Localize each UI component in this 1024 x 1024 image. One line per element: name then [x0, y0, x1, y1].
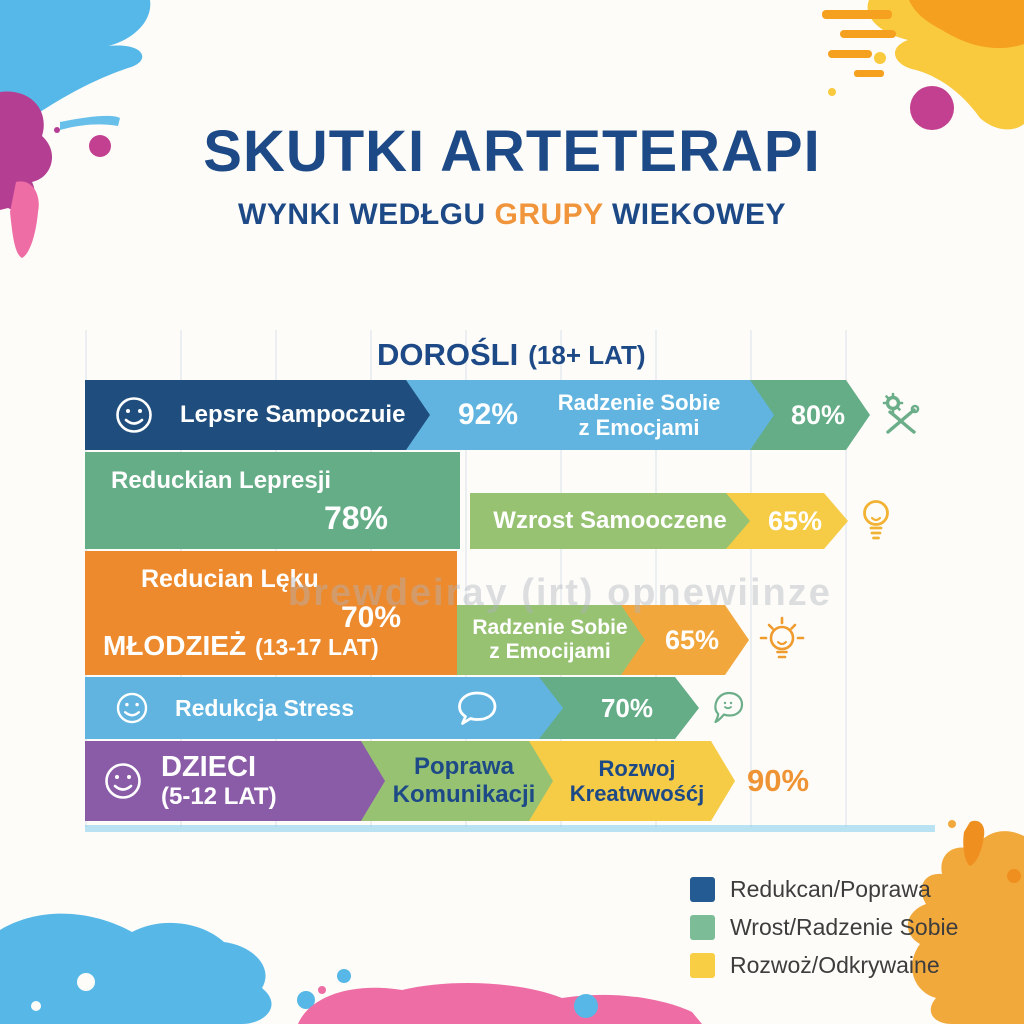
subtitle-pre: WYNKI WEDŁGU: [238, 198, 495, 231]
bar-segment-coping-emotions-adults: 92% Radzenie Sobie z Emocjami: [406, 380, 774, 450]
legend-label: Wrost/Radzenie Sobie: [730, 914, 959, 940]
bar-segment-coping-emotions-teens: Radzenie Sobie z Emocijami: [455, 605, 645, 675]
bar-subrow-coping-teens: Radzenie Sobie z Emocijami 65%: [455, 605, 815, 675]
legend-swatch-yellow: [690, 953, 715, 978]
subtitle-highlight: GRUPY: [494, 198, 604, 231]
bar-label: Redukcja Stress: [175, 694, 354, 721]
paint-splash-bottom-left: [0, 913, 702, 1024]
legend-swatch-navy: [690, 877, 715, 902]
bar-segment-depression: Reduckian Lepresji 78%: [85, 452, 460, 549]
watermark: brewdeiray (irt) opnewiinze: [288, 572, 832, 614]
legend-item-growth: Wrost/Radzenie Sobie: [690, 914, 958, 941]
bar-label: Lepsre Sampoczuie: [180, 401, 406, 428]
smiley-icon: [103, 691, 161, 725]
lightbulb-rays-icon: [749, 605, 815, 675]
bar-value: 70%: [340, 601, 401, 634]
bar-row-kids: DZIECI (5-12 LAT) Poprawa Komunikacji Ro…: [85, 741, 935, 821]
group-name-adults: DOROŚLI: [377, 337, 519, 372]
legend: Redukcan/Poprawa Wrost/Radzenie Sobie Ro…: [690, 876, 958, 979]
legend-item-reduction: Redukcan/Poprawa: [690, 876, 958, 903]
legend-item-development: Rozwoż/Odkrywaine: [690, 952, 958, 979]
group-header-kids: DZIECI (5-12 LAT): [161, 752, 277, 810]
tools-icon: [870, 380, 932, 450]
bar-segment-creativity: Rozwoj Kreatwwośćj: [529, 741, 735, 821]
chart-baseline: [85, 825, 935, 832]
bar-row-stress: Redukcja Stress 70%: [85, 677, 935, 739]
speech-bubble-icon: [455, 688, 499, 728]
bar-row-anxiety-teens: Reducian Lęku 70% MŁODZIEŻ (13-17 LAT) R…: [85, 551, 935, 675]
subtitle-post: WIEKOWEY: [603, 198, 786, 231]
legend-swatch-green: [690, 915, 715, 940]
bar-label: Rozwoj Kreatwwośćj: [569, 755, 705, 806]
group-name-kids: DZIECI: [161, 750, 257, 783]
group-age-kids: (5-12 LAT): [161, 782, 277, 810]
bar-value: 90%: [747, 763, 810, 798]
bar-subrow-self-esteem: Wzrost Samooczene 65%: [470, 493, 904, 549]
bar-segment-self-esteem: Wzrost Samooczene: [470, 493, 750, 549]
bar-row-depression: Reduckian Lepresji 78% Wzrost Samooczene…: [85, 452, 935, 549]
chart-rows: Lepsre Sampoczuie 92% Radzenie Sobie z E…: [85, 380, 935, 821]
bar-value: 92%: [458, 398, 519, 431]
bar-value-segment: 70%: [539, 677, 699, 739]
bar-segment-better-mood: Lepsre Sampoczuie: [85, 380, 430, 450]
group-header-adults: DOROŚLI (18+ LAT): [85, 330, 935, 380]
group-segment-kids: DZIECI (5-12 LAT): [85, 741, 385, 821]
group-name-teens: MŁODZIEŻ: [103, 630, 247, 661]
smiley-icon: [103, 761, 143, 801]
bar-value: 65%: [767, 505, 823, 536]
lightbulb-icon: [848, 493, 904, 549]
legend-label: Rozwoż/Odkrywaine: [730, 952, 940, 978]
bar-label: Wzrost Samooczene: [493, 507, 727, 534]
group-age-adults: (18+ LAT): [528, 339, 646, 370]
bar-label: Radzenie Sobie z Emocjami: [557, 389, 721, 440]
bar-segment-anxiety: Reducian Lęku 70% MŁODZIEŻ (13-17 LAT): [85, 551, 457, 675]
bar-segment-stress: Redukcja Stress: [85, 677, 563, 739]
page-subtitle: WYNKI WEDŁGU GRUPY WIEKOWEY: [0, 198, 1024, 232]
bar-value: 80%: [790, 399, 846, 430]
bar-label: Reduckian Lepresji: [111, 467, 332, 494]
bar-chart: DOROŚLI (18+ LAT) Lepsre Sampoczuie: [85, 330, 935, 832]
bar-value: 78%: [323, 500, 388, 536]
small-speech-bubble-icon: [699, 677, 757, 739]
bar-label: Reducian Lęku: [141, 565, 319, 593]
bar-row-better-mood: Lepsre Sampoczuie 92% Radzenie Sobie z E…: [85, 380, 935, 450]
group-header-teens: MŁODZIEŻ (13-17 LAT): [103, 630, 379, 662]
legend-label: Redukcan/Poprawa: [730, 876, 931, 902]
bar-label: Poprawa Komunikacji: [392, 753, 536, 808]
bar-segment-communication: Poprawa Komunikacji: [361, 741, 553, 821]
bar-label: Radzenie Sobie z Emocijami: [472, 615, 628, 663]
group-age-teens: (13-17 LAT): [255, 634, 379, 660]
smiley-icon: [103, 395, 165, 435]
bar-value: 70%: [600, 692, 654, 723]
bar-value: 65%: [664, 624, 720, 655]
page-title: SKUTKI ARTETERAPI: [203, 119, 821, 184]
